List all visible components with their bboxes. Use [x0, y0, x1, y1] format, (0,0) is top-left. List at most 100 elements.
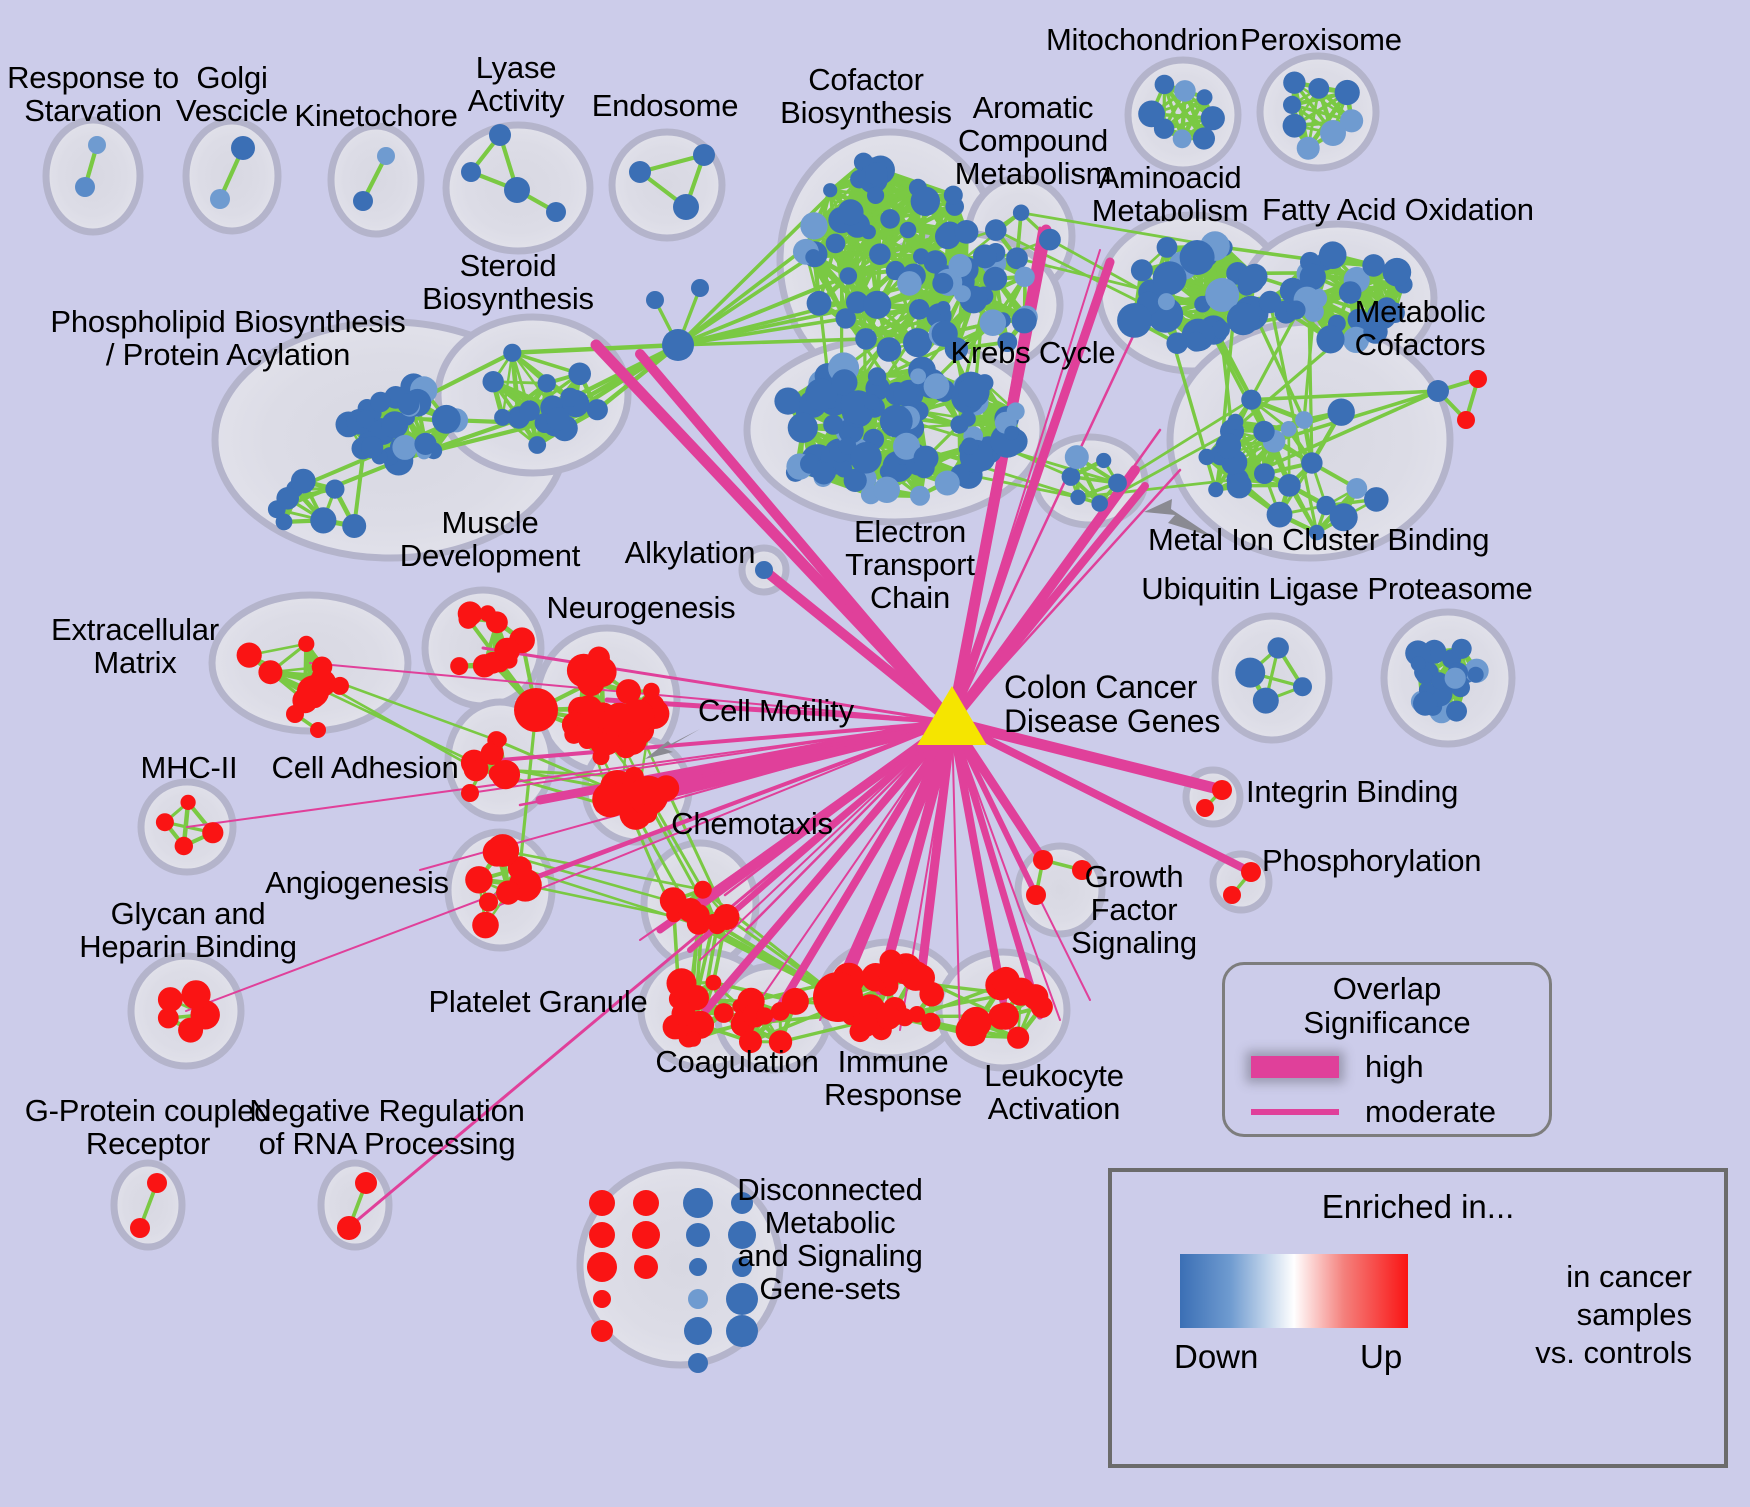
gene-set-node[interactable] [1283, 71, 1306, 94]
gene-set-node[interactable] [910, 485, 930, 506]
gene-set-node[interactable] [1254, 463, 1275, 484]
gene-set-node[interactable] [903, 328, 932, 358]
gene-set-node[interactable] [931, 320, 958, 347]
gene-set-node[interactable] [1072, 860, 1092, 880]
gene-set-node[interactable] [895, 1008, 914, 1027]
gene-set-node[interactable] [392, 434, 418, 460]
gene-set-node[interactable] [629, 161, 651, 183]
gene-set-node[interactable] [1179, 240, 1215, 275]
gene-set-node[interactable] [616, 679, 641, 705]
gene-set-node[interactable] [1451, 638, 1472, 659]
gene-set-node[interactable] [589, 1190, 615, 1216]
gene-set-node[interactable] [609, 782, 629, 803]
gene-set-node[interactable] [1457, 411, 1475, 429]
gene-set-node[interactable] [564, 724, 584, 744]
gene-set-node[interactable] [1166, 332, 1188, 355]
gene-set-node[interactable] [678, 898, 703, 923]
gene-set-node[interactable] [1004, 425, 1019, 441]
gene-set-node[interactable] [932, 272, 954, 294]
gene-set-node[interactable] [880, 209, 900, 229]
gene-set-node[interactable] [688, 1289, 708, 1309]
gene-set-node[interactable] [685, 1031, 702, 1047]
gene-set-node[interactable] [1413, 691, 1438, 716]
gene-set-node[interactable] [1007, 1026, 1030, 1049]
gene-set-node[interactable] [1283, 95, 1302, 114]
gene-set-node[interactable] [1196, 89, 1213, 106]
gene-set-node[interactable] [825, 233, 846, 254]
gene-set-node[interactable] [1364, 487, 1389, 512]
gene-set-node[interactable] [342, 514, 367, 538]
gene-set-node[interactable] [688, 1353, 708, 1373]
gene-set-node[interactable] [1196, 799, 1214, 817]
gene-set-node[interactable] [1012, 204, 1030, 221]
gene-set-node[interactable] [1108, 473, 1127, 493]
gene-set-node[interactable] [1211, 320, 1230, 339]
gene-set-node[interactable] [768, 1030, 793, 1054]
gene-set-node[interactable] [1318, 241, 1347, 269]
gene-set-node[interactable] [873, 476, 900, 503]
gene-set-node[interactable] [877, 957, 905, 985]
gene-set-node[interactable] [528, 436, 547, 454]
gene-set-node[interactable] [1156, 237, 1178, 258]
gene-set-node[interactable] [837, 199, 864, 226]
gene-set-node[interactable] [472, 759, 488, 774]
gene-set-node[interactable] [1267, 637, 1289, 659]
gene-set-node[interactable] [361, 436, 384, 459]
gene-set-node[interactable] [178, 1017, 204, 1043]
gene-set-node[interactable] [923, 373, 950, 400]
gene-set-node[interactable] [593, 1290, 611, 1308]
gene-set-node[interactable] [1200, 106, 1225, 131]
gene-set-node[interactable] [465, 866, 493, 894]
gene-set-node[interactable] [1340, 109, 1364, 133]
gene-set-node[interactable] [331, 676, 349, 695]
gene-set-node[interactable] [1293, 677, 1312, 697]
gene-set-node[interactable] [838, 437, 857, 455]
gene-set-node[interactable] [75, 177, 95, 197]
gene-set-node[interactable] [1431, 672, 1448, 690]
gene-set-node[interactable] [831, 369, 858, 396]
gene-set-node[interactable] [1212, 780, 1232, 800]
gene-set-node[interactable] [893, 382, 917, 406]
gene-set-node[interactable] [603, 702, 636, 736]
gene-set-node[interactable] [546, 407, 570, 431]
gene-set-node[interactable] [397, 393, 420, 416]
gene-set-node[interactable] [823, 183, 838, 198]
gene-set-node[interactable] [450, 657, 469, 676]
gene-set-node[interactable] [958, 376, 990, 408]
gene-set-node[interactable] [869, 243, 891, 265]
gene-set-node[interactable] [708, 916, 726, 935]
gene-set-node[interactable] [157, 987, 183, 1012]
gene-set-node[interactable] [1226, 473, 1252, 499]
gene-set-node[interactable] [479, 892, 498, 912]
gene-set-node[interactable] [1252, 687, 1279, 714]
gene-set-node[interactable] [1152, 261, 1187, 295]
gene-set-node[interactable] [325, 479, 345, 499]
gene-set-node[interactable] [472, 911, 499, 939]
gene-set-node[interactable] [461, 162, 481, 182]
gene-set-node[interactable] [1282, 113, 1307, 138]
gene-set-node[interactable] [846, 291, 869, 314]
gene-set-node[interactable] [800, 212, 828, 240]
gene-set-node[interactable] [923, 250, 947, 274]
gene-set-node[interactable] [1320, 120, 1346, 146]
gene-set-node[interactable] [1327, 398, 1355, 426]
gene-set-node[interactable] [236, 642, 262, 668]
gene-set-node[interactable] [867, 186, 885, 204]
gene-set-node[interactable] [337, 1216, 361, 1240]
gene-set-node[interactable] [876, 1005, 901, 1030]
gene-set-node[interactable] [311, 656, 333, 678]
gene-set-node[interactable] [997, 332, 1018, 352]
gene-set-node[interactable] [909, 299, 930, 320]
gene-set-node[interactable] [961, 437, 979, 455]
gene-set-node[interactable] [1223, 886, 1241, 904]
gene-set-node[interactable] [683, 1188, 713, 1218]
gene-set-node[interactable] [908, 964, 935, 991]
gene-set-node[interactable] [202, 822, 224, 844]
colon-cancer-hub-triangle[interactable] [917, 686, 987, 745]
gene-set-node[interactable] [1235, 657, 1266, 688]
gene-set-node[interactable] [1296, 136, 1320, 160]
gene-set-node[interactable] [1198, 448, 1215, 466]
gene-set-node[interactable] [1011, 308, 1037, 334]
gene-set-node[interactable] [1376, 297, 1398, 319]
gene-set-node[interactable] [726, 1283, 758, 1315]
